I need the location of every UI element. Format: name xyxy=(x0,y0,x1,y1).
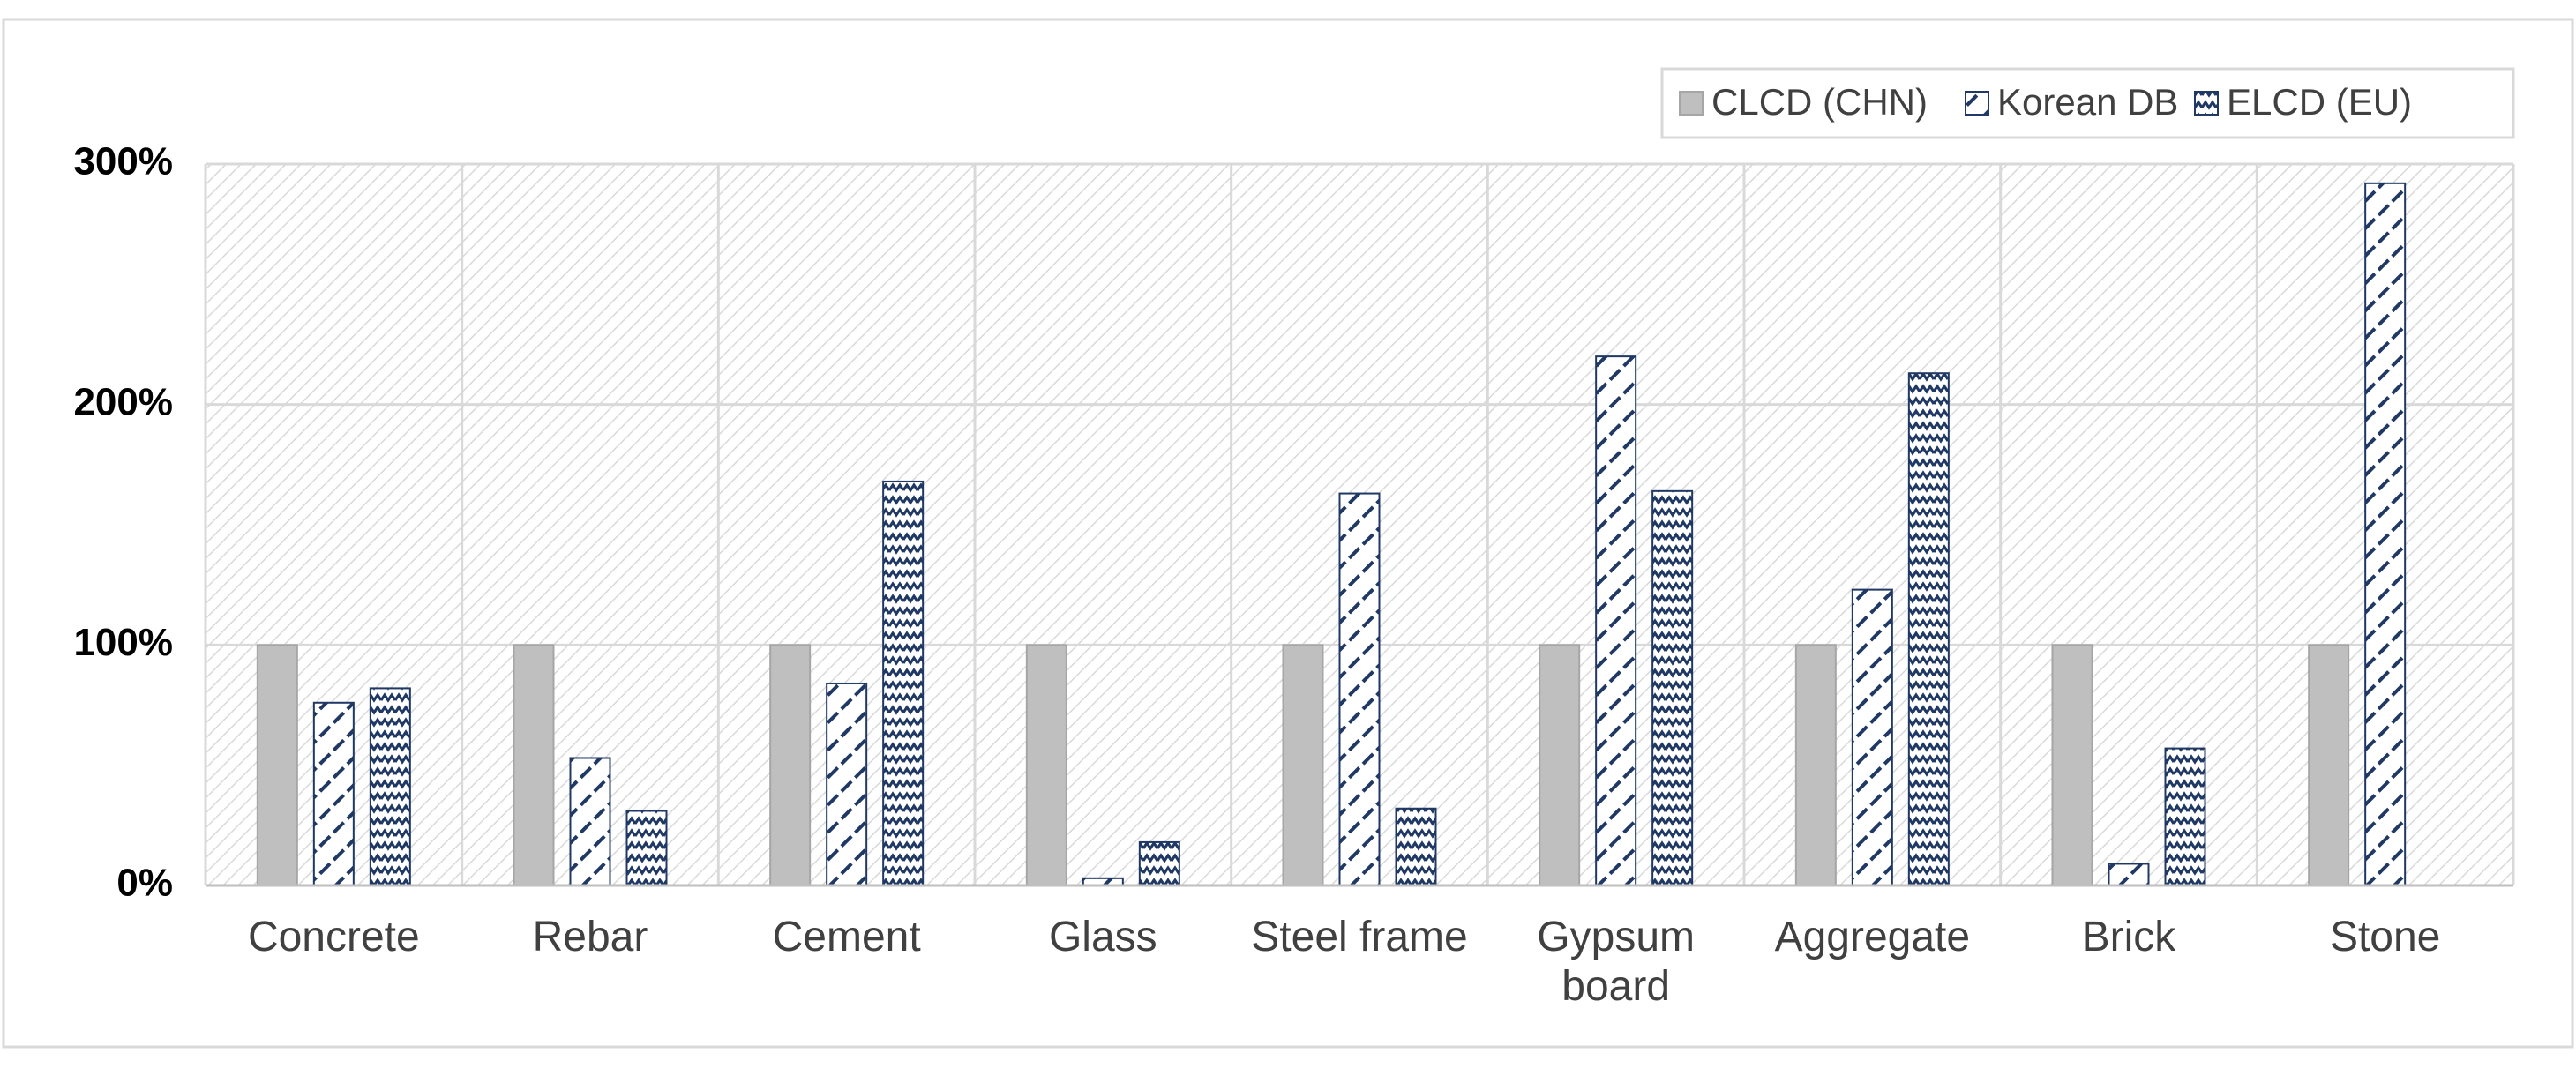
bar xyxy=(1595,355,1637,886)
bar xyxy=(513,644,555,886)
legend-swatch xyxy=(1679,91,1704,116)
x-tick-label: Rebar xyxy=(532,914,648,960)
bar xyxy=(1851,588,1893,886)
y-tick-label: 300% xyxy=(73,140,173,183)
x-tick-label: Steel frame xyxy=(1251,914,1468,960)
bar xyxy=(2364,182,2407,886)
bar xyxy=(2051,644,2093,886)
x-tick-label: Aggregate xyxy=(1774,914,1971,960)
bar xyxy=(312,701,355,886)
bar xyxy=(826,682,868,887)
bar xyxy=(569,757,611,887)
bar xyxy=(1794,644,1837,886)
legend-label: Korean DB xyxy=(1997,81,2178,123)
bar xyxy=(256,644,298,886)
bar xyxy=(1282,644,1324,886)
bar xyxy=(625,810,668,886)
x-tick-label: Cement xyxy=(772,914,921,960)
bar xyxy=(369,687,411,886)
y-tick-label: 200% xyxy=(73,380,173,423)
x-tick-label: Glass xyxy=(1048,914,1157,960)
legend-label: CLCD (CHN) xyxy=(1711,81,1928,123)
bar xyxy=(1539,644,1581,886)
bar xyxy=(882,480,925,886)
bar xyxy=(2164,747,2206,887)
legend-label: ELCD (EU) xyxy=(2227,81,2412,123)
bar xyxy=(1907,372,1950,887)
legend-box xyxy=(1660,67,2515,139)
bar xyxy=(2108,863,2150,887)
x-tick-label: Gypsum board xyxy=(1537,914,1696,1010)
bar xyxy=(1651,489,1694,886)
bar xyxy=(1025,644,1067,886)
x-tick-label: Brick xyxy=(2081,914,2176,960)
legend-swatch xyxy=(2194,91,2219,116)
bar xyxy=(1338,492,1381,886)
bar xyxy=(1395,807,1437,886)
x-tick-label: Concrete xyxy=(247,914,420,960)
y-tick-label: 100% xyxy=(73,621,173,664)
bar xyxy=(769,644,812,886)
legend-swatch xyxy=(1965,91,1989,116)
y-tick-label: 0% xyxy=(116,862,173,905)
bar xyxy=(2308,644,2350,886)
x-tick-label: Stone xyxy=(2329,914,2441,960)
bar xyxy=(1138,840,1180,886)
